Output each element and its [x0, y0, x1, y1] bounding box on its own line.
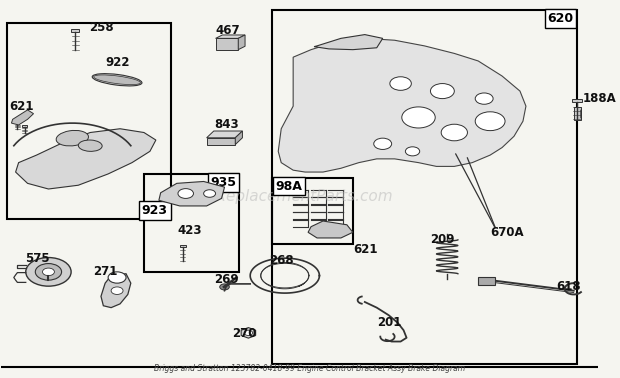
Circle shape: [475, 93, 493, 104]
Polygon shape: [241, 328, 255, 338]
Text: 618: 618: [556, 280, 580, 293]
Circle shape: [43, 268, 55, 276]
Text: 621: 621: [10, 100, 34, 113]
Polygon shape: [574, 107, 581, 121]
Polygon shape: [278, 38, 526, 172]
Circle shape: [244, 330, 252, 336]
Polygon shape: [159, 181, 224, 206]
Polygon shape: [572, 99, 582, 102]
Circle shape: [430, 84, 454, 99]
Polygon shape: [206, 138, 235, 144]
Circle shape: [35, 263, 61, 280]
Text: 575: 575: [25, 252, 49, 265]
Circle shape: [203, 190, 216, 197]
Polygon shape: [22, 125, 27, 127]
Text: 620: 620: [547, 12, 574, 25]
Text: 201: 201: [377, 316, 401, 329]
Polygon shape: [238, 35, 245, 50]
Circle shape: [111, 287, 123, 294]
Circle shape: [405, 147, 420, 156]
Polygon shape: [308, 221, 353, 238]
Text: 670A: 670A: [490, 226, 524, 239]
Text: 271: 271: [93, 265, 118, 278]
Circle shape: [374, 138, 392, 149]
Text: eReplacementParts.com: eReplacementParts.com: [206, 189, 392, 204]
Circle shape: [390, 77, 411, 90]
Ellipse shape: [94, 75, 141, 85]
Polygon shape: [71, 29, 79, 32]
Bar: [478, 277, 495, 285]
Text: 269: 269: [215, 273, 239, 286]
Text: 935: 935: [210, 176, 236, 189]
Text: 467: 467: [216, 24, 240, 37]
Circle shape: [219, 284, 229, 290]
Text: 188A: 188A: [583, 92, 616, 105]
Polygon shape: [101, 274, 131, 308]
Text: 843: 843: [215, 118, 239, 132]
Bar: [144, 174, 239, 272]
Text: 258: 258: [89, 21, 113, 34]
Polygon shape: [16, 129, 156, 189]
Text: Briggs and Stratton 123782-0418-99 Engine Control Bracket Assy Brake Diagram: Briggs and Stratton 123782-0418-99 Engin…: [154, 364, 466, 373]
Polygon shape: [314, 35, 383, 50]
Circle shape: [475, 112, 505, 131]
Polygon shape: [180, 245, 186, 247]
Polygon shape: [15, 121, 20, 123]
Polygon shape: [235, 131, 242, 144]
Text: 423: 423: [177, 224, 202, 237]
Circle shape: [178, 189, 193, 198]
Polygon shape: [206, 131, 242, 138]
Circle shape: [26, 257, 71, 286]
Circle shape: [441, 124, 467, 141]
Text: 923: 923: [142, 204, 168, 217]
Text: 268: 268: [269, 254, 294, 267]
Ellipse shape: [56, 130, 89, 146]
Ellipse shape: [78, 140, 102, 151]
Polygon shape: [216, 35, 245, 38]
Bar: [272, 10, 577, 364]
Bar: [7, 23, 170, 219]
Text: 98A: 98A: [275, 180, 302, 192]
Ellipse shape: [92, 74, 142, 86]
Text: 270: 270: [232, 327, 257, 341]
Polygon shape: [216, 38, 238, 50]
Polygon shape: [11, 110, 33, 125]
Circle shape: [108, 272, 126, 283]
Bar: [272, 178, 353, 243]
Text: 922: 922: [105, 56, 130, 69]
Circle shape: [402, 107, 435, 128]
Text: 621: 621: [353, 243, 378, 256]
Text: 209: 209: [430, 233, 455, 246]
